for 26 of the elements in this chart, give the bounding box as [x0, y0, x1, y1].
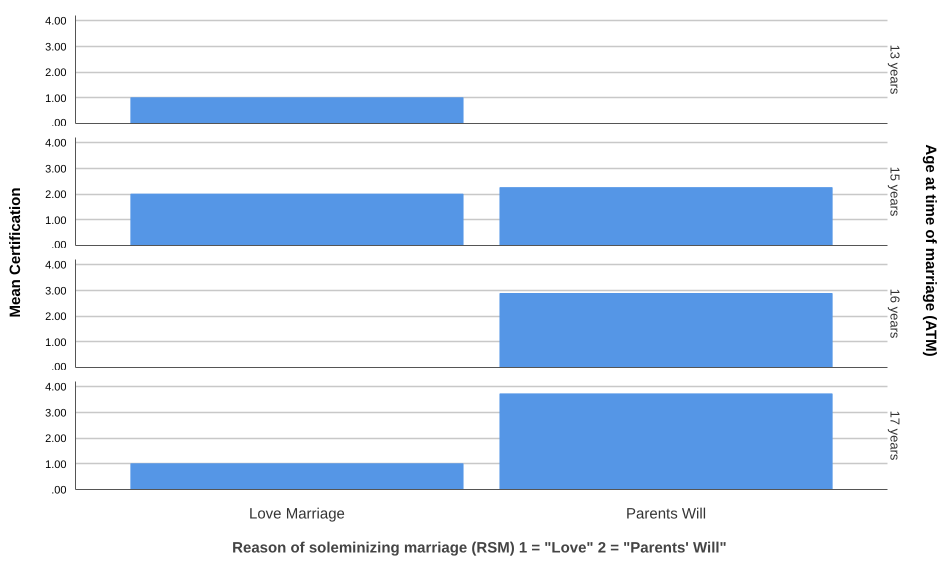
- y2-axis-title: 15 years: [888, 166, 902, 217]
- y2-axis-title: 13 years: [888, 44, 902, 95]
- x-tick-label: Love Marriage: [249, 506, 345, 522]
- y-tick-label: 4.00: [45, 138, 67, 150]
- y-tick-label: 3.00: [45, 41, 67, 54]
- text: Age at time of marriage (ATM): [922, 144, 939, 357]
- y-tick-label: 1.00: [45, 336, 67, 349]
- y-tick-label: 2.00: [45, 433, 67, 446]
- y2-axis-title: 17 years: [888, 410, 902, 461]
- y-tick-label: 4.00: [45, 16, 67, 28]
- y-tick-label: 2.00: [45, 311, 67, 324]
- x-axis-title: Reason of soleminizing marriage (RSM) 1 = "Love" 2 = "Parents' Will": [232, 540, 727, 556]
- y-tick-label: 1.00: [45, 458, 67, 471]
- y-tick-label: 2.00: [45, 189, 67, 202]
- y-tick-label: .00: [51, 484, 67, 496]
- y-tick-label: 4.00: [45, 382, 67, 394]
- y-tick-label: 3.00: [45, 407, 67, 420]
- y-tick-label: 3.00: [45, 285, 67, 298]
- y-tick-label: 3.00: [45, 163, 67, 176]
- x-tick-label: Parents Will: [626, 506, 706, 522]
- y2-axis-title: 16 years: [888, 288, 902, 339]
- y-tick-label: 1.00: [45, 92, 67, 105]
- y-tick-label: 1.00: [45, 214, 67, 227]
- y-tick-label: 2.00: [45, 67, 67, 80]
- y-axis-title: Mean Certification: [7, 187, 24, 318]
- y-tick-label: 4.00: [45, 260, 67, 272]
